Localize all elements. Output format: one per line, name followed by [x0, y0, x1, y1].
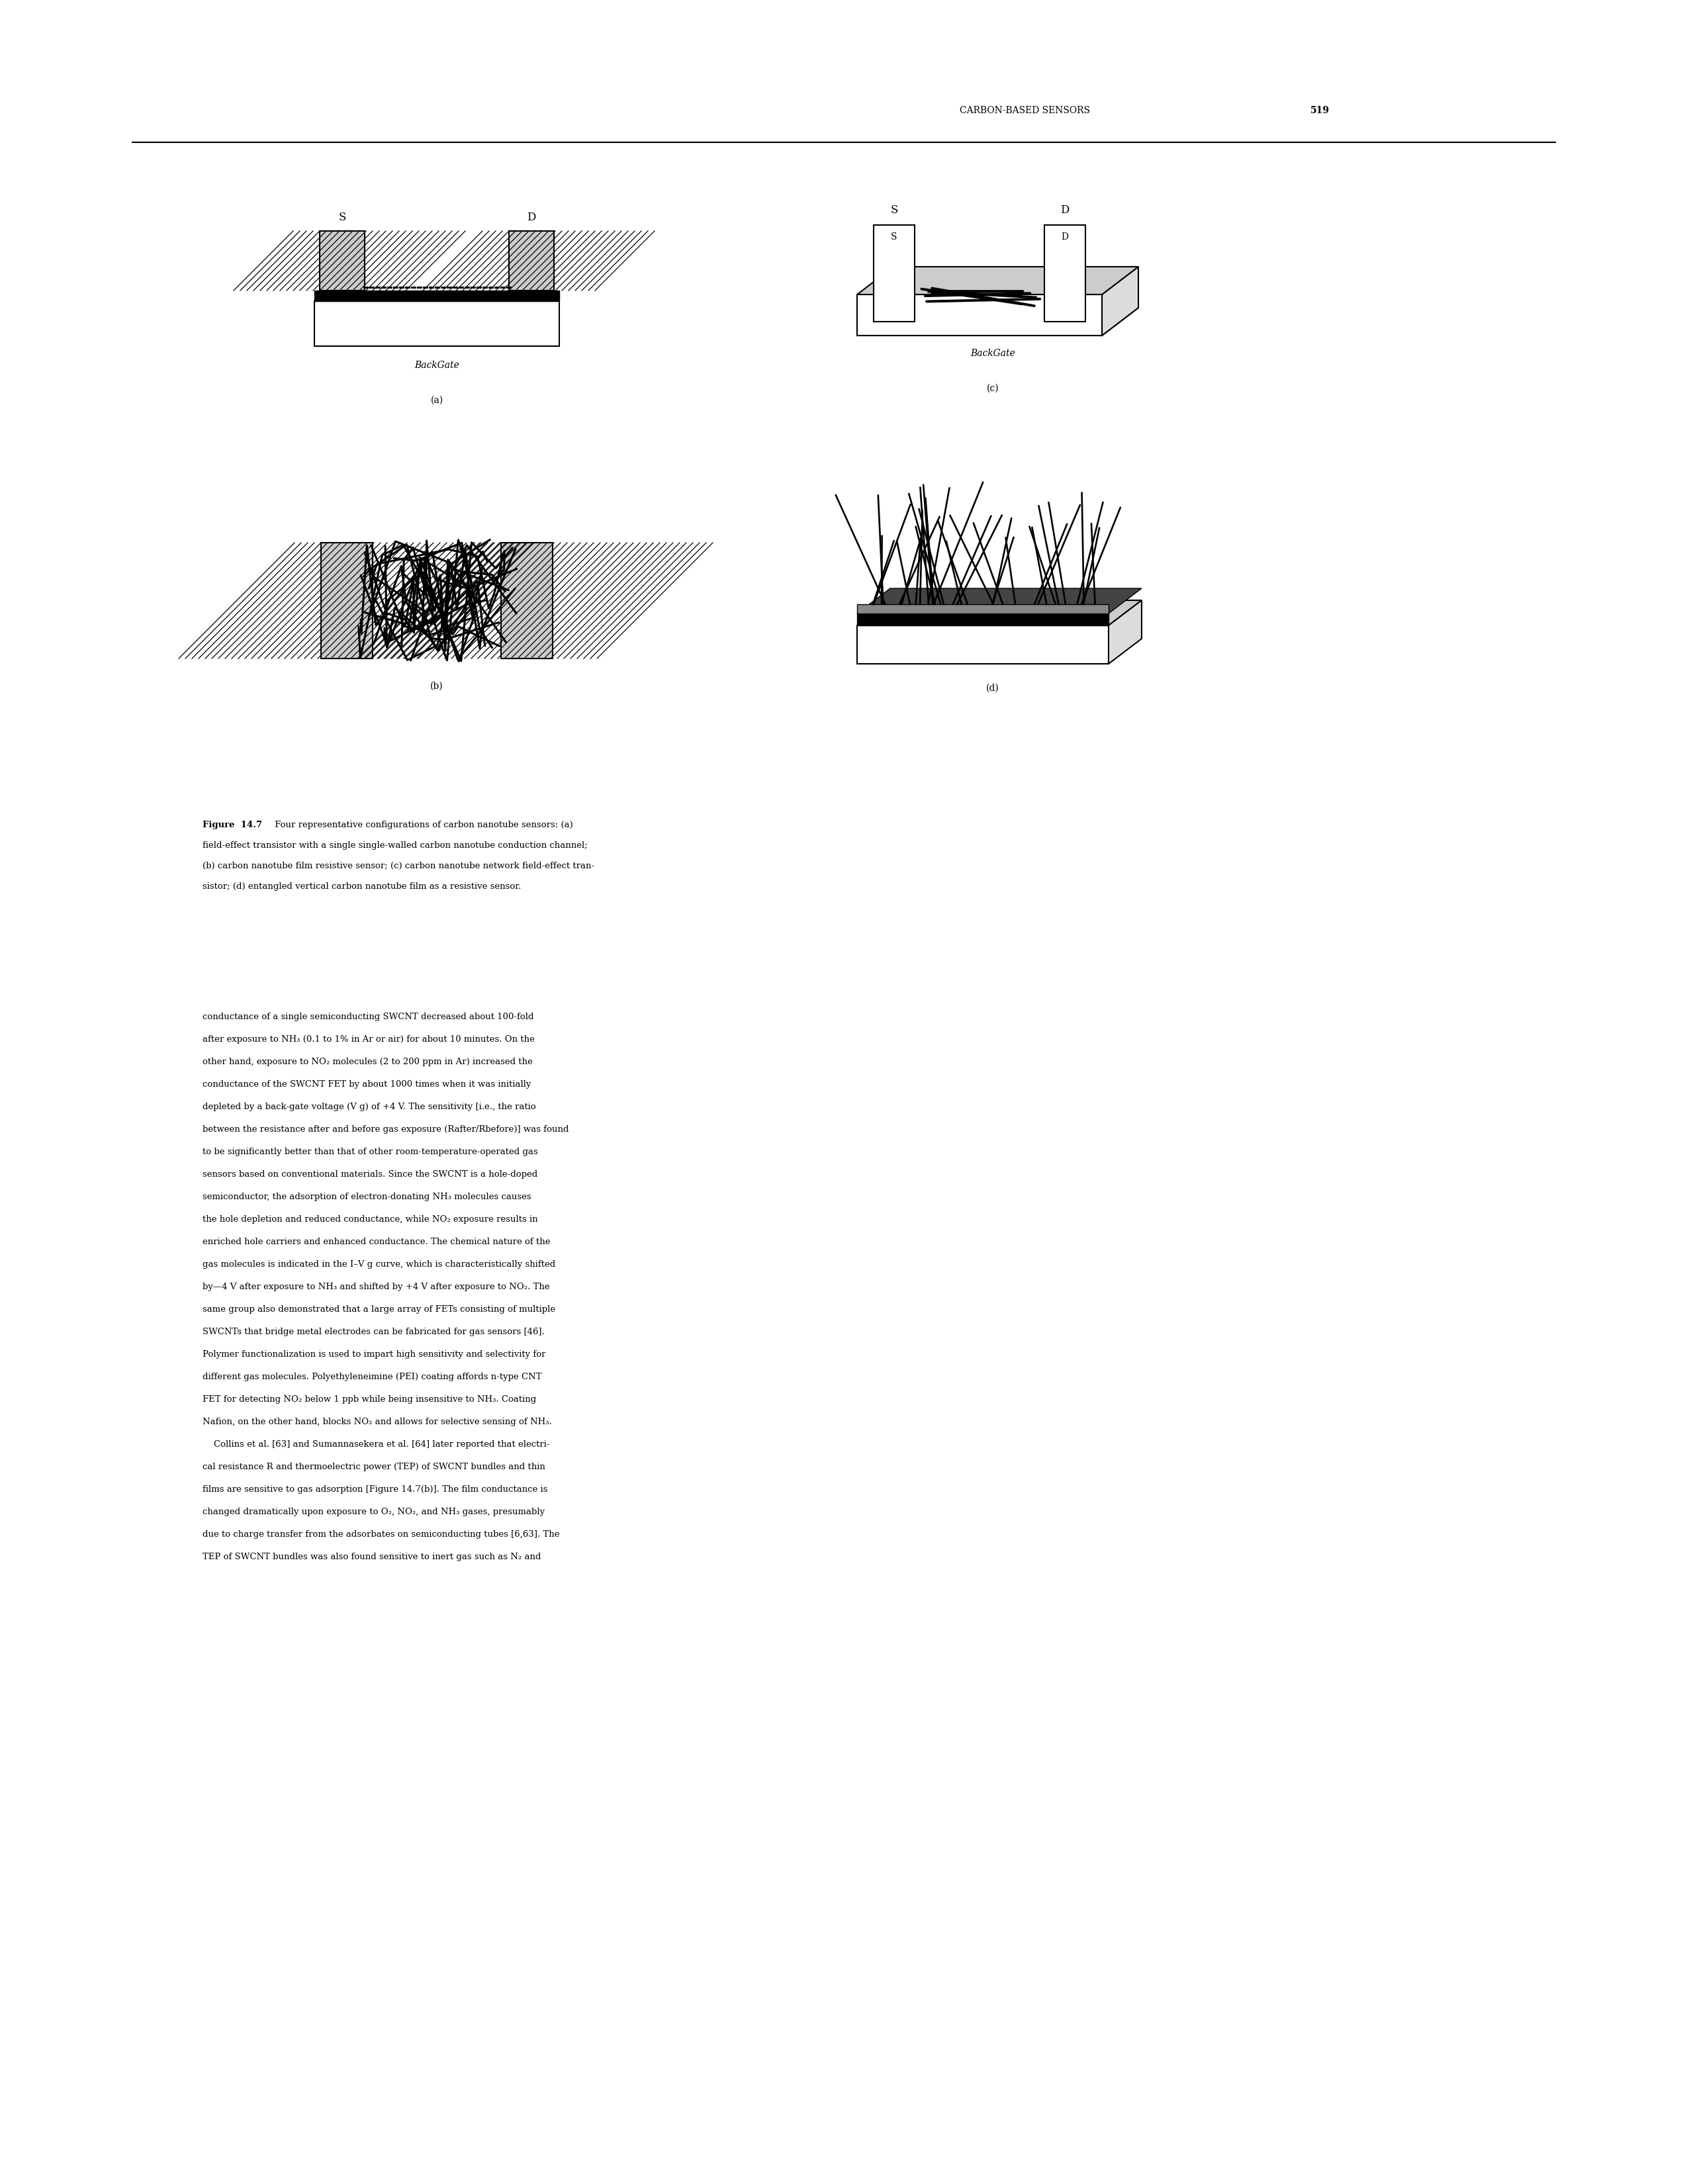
Text: D: D — [1061, 205, 1069, 216]
Text: conductance of a single semiconducting SWCNT decreased about 100-fold: conductance of a single semiconducting S… — [203, 1013, 534, 1022]
Text: S: S — [890, 205, 899, 216]
Text: (b) carbon nanotube film resistive sensor; (c) carbon nanotube network field-eff: (b) carbon nanotube film resistive senso… — [203, 863, 595, 869]
Text: after exposure to NH₃ (0.1 to 1% in Ar or air) for about 10 minutes. On the: after exposure to NH₃ (0.1 to 1% in Ar o… — [203, 1035, 535, 1044]
Text: D: D — [1061, 232, 1069, 242]
Text: semiconductor, the adsorption of electron-donating NH₃ molecules causes: semiconductor, the adsorption of electro… — [203, 1192, 532, 1201]
Bar — [321, 542, 373, 660]
Bar — [1044, 225, 1086, 321]
Text: Figure  14.7: Figure 14.7 — [203, 821, 262, 830]
Text: S: S — [338, 212, 346, 223]
Polygon shape — [1108, 601, 1142, 664]
Bar — [856, 605, 1108, 614]
Bar — [502, 542, 552, 660]
Text: TEP of SWCNT bundles was also found sensitive to inert gas such as N₂ and: TEP of SWCNT bundles was also found sens… — [203, 1553, 540, 1562]
Polygon shape — [856, 266, 1138, 295]
Text: due to charge transfer from the adsorbates on semiconducting tubes [6,63]. The: due to charge transfer from the adsorbat… — [203, 1531, 559, 1540]
Polygon shape — [856, 308, 1138, 336]
Text: depleted by a back-gate voltage (V g) of +4 V. The sensitivity [i.e., the ratio: depleted by a back-gate voltage (V g) of… — [203, 1103, 535, 1112]
Text: sistor; (d) entangled vertical carbon nanotube film as a resistive sensor.: sistor; (d) entangled vertical carbon na… — [203, 882, 522, 891]
Polygon shape — [1101, 266, 1138, 336]
Polygon shape — [856, 295, 1101, 336]
Text: films are sensitive to gas adsorption [Figure 14.7(b)]. The film conductance is: films are sensitive to gas adsorption [F… — [203, 1485, 547, 1494]
Polygon shape — [856, 587, 1142, 614]
Text: same group also demonstrated that a large array of FETs consisting of multiple: same group also demonstrated that a larg… — [203, 1306, 556, 1315]
Bar — [856, 625, 1108, 664]
Text: Nafion, on the other hand, blocks NO₂ and allows for selective sensing of NH₃.: Nafion, on the other hand, blocks NO₂ an… — [203, 1417, 552, 1426]
Text: S: S — [892, 232, 897, 242]
Text: BackGate: BackGate — [414, 360, 459, 369]
Text: BackGate: BackGate — [969, 349, 1015, 358]
Bar — [873, 225, 915, 321]
Bar — [314, 301, 559, 345]
Text: cal resistance R and thermoelectric power (TEP) of SWCNT bundles and thin: cal resistance R and thermoelectric powe… — [203, 1463, 546, 1472]
Text: (a): (a) — [431, 395, 443, 404]
Text: (b): (b) — [431, 681, 443, 690]
Polygon shape — [856, 601, 1142, 625]
Text: Collins et al. [63] and Sumannasekera et al. [64] later reported that electri-: Collins et al. [63] and Sumannasekera et… — [203, 1439, 549, 1448]
Text: (d): (d) — [986, 684, 1000, 692]
Text: CARBON-BASED SENSORS: CARBON-BASED SENSORS — [959, 105, 1089, 116]
Text: SWCNTs that bridge metal electrodes can be fabricated for gas sensors [46].: SWCNTs that bridge metal electrodes can … — [203, 1328, 544, 1337]
Text: between the resistance after and before gas exposure (Rafter/Rbefore)] was found: between the resistance after and before … — [203, 1125, 569, 1133]
Text: gas molecules is indicated in the I–V g curve, which is characteristically shift: gas molecules is indicated in the I–V g … — [203, 1260, 556, 1269]
Text: the hole depletion and reduced conductance, while NO₂ exposure results in: the hole depletion and reduced conductan… — [203, 1214, 537, 1223]
Text: other hand, exposure to NO₂ molecules (2 to 200 ppm in Ar) increased the: other hand, exposure to NO₂ molecules (2… — [203, 1057, 532, 1066]
Text: conductance of the SWCNT FET by about 1000 times when it was initially: conductance of the SWCNT FET by about 10… — [203, 1081, 530, 1088]
Text: Four representative configurations of carbon nanotube sensors: (a): Four representative configurations of ca… — [272, 821, 573, 830]
Text: field-effect transistor with a single single-walled carbon nanotube conduction c: field-effect transistor with a single si… — [203, 841, 588, 850]
Text: D: D — [527, 212, 535, 223]
Bar — [314, 290, 559, 301]
Text: enriched hole carriers and enhanced conductance. The chemical nature of the: enriched hole carriers and enhanced cond… — [203, 1238, 551, 1247]
Bar — [508, 232, 554, 290]
Bar — [319, 232, 365, 290]
Text: (c): (c) — [986, 384, 998, 393]
Text: 519: 519 — [1311, 105, 1329, 116]
Text: by—4 V after exposure to NH₃ and shifted by +4 V after exposure to NO₂. The: by—4 V after exposure to NH₃ and shifted… — [203, 1282, 549, 1291]
Text: to be significantly better than that of other room-temperature-operated gas: to be significantly better than that of … — [203, 1147, 537, 1155]
Text: different gas molecules. Polyethyleneimine (PEI) coating affords n-type CNT: different gas molecules. Polyethyleneimi… — [203, 1372, 542, 1380]
Text: changed dramatically upon exposure to O₂, NO₂, and NH₃ gases, presumably: changed dramatically upon exposure to O₂… — [203, 1507, 546, 1516]
Bar — [856, 614, 1108, 625]
Text: Polymer functionalization is used to impart high sensitivity and selectivity for: Polymer functionalization is used to imp… — [203, 1350, 546, 1358]
Text: sensors based on conventional materials. Since the SWCNT is a hole-doped: sensors based on conventional materials.… — [203, 1171, 537, 1179]
Text: FET for detecting NO₂ below 1 ppb while being insensitive to NH₃. Coating: FET for detecting NO₂ below 1 ppb while … — [203, 1396, 535, 1404]
